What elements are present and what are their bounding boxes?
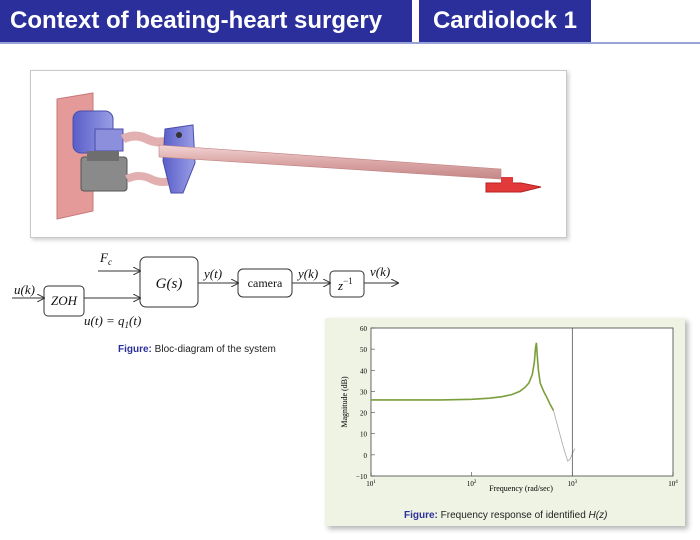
device-model-figure	[30, 70, 567, 238]
plant-input-label: u(t) = q1(t)	[84, 313, 141, 330]
pivot-bracket	[162, 124, 196, 194]
gearbox	[80, 156, 128, 192]
plot-area	[370, 327, 674, 477]
y-tick-label: 10	[360, 431, 368, 439]
plant-label: G(s)	[156, 276, 183, 292]
delay-block	[329, 270, 365, 298]
block-diagram: u(k) ZOH Fc G(s) u(t) = q1(t) y(t) camer…	[12, 250, 420, 330]
magnitude-curve	[371, 342, 555, 411]
y-tick-label: 60	[360, 325, 368, 333]
slide-title: Context of beating-heart surgery	[0, 0, 412, 42]
plot-caption: Figure: Frequency response of identified…	[404, 510, 607, 521]
figure-word-2: Figure:	[404, 510, 438, 521]
pivot-bolt	[176, 132, 182, 138]
slide-subtitle: Cardiolock 1	[419, 0, 591, 42]
title-divider	[0, 42, 700, 44]
y-tick-label: 30	[360, 388, 368, 396]
final-output-label: v(k)	[370, 264, 390, 279]
carbon-rod	[158, 144, 502, 180]
cardiolock-illustration	[56, 92, 542, 220]
camera-label: camera	[248, 276, 283, 290]
y-tick-label: 20	[360, 410, 368, 418]
diagram-caption: Figure: Bloc-diagram of the system	[118, 344, 276, 355]
force-label: Fc	[99, 250, 112, 267]
zoh-block	[43, 285, 85, 317]
x-tick-label: 103	[568, 480, 578, 488]
x-tick-label: 101	[366, 480, 376, 488]
rod-tip-holder	[485, 182, 542, 193]
y-tick-label: 40	[360, 367, 368, 375]
gearbox-top	[87, 151, 119, 161]
delay-label: z−1	[337, 276, 353, 293]
plant-block	[139, 256, 199, 308]
diagram-caption-text: Bloc-diagram of the system	[154, 344, 276, 355]
y-tick-label: −10	[356, 473, 367, 481]
figure-word: Figure:	[118, 344, 152, 355]
frequency-response-figure: −10 0 10 20 30 40 50 60 101 102 103 104 Magnitude (…	[325, 318, 685, 526]
motor-flange	[94, 128, 124, 152]
sampled-output-label: y(k)	[296, 266, 318, 281]
continuous-output-label: y(t)	[202, 266, 222, 281]
y-axis-label: Magnitude (dB)	[340, 376, 349, 428]
y-tick-label: 50	[360, 346, 368, 354]
y-tick-label: 0	[364, 452, 368, 460]
rod-tip-clip	[501, 177, 513, 185]
zoh-label: ZOH	[51, 293, 78, 308]
x-tick-label: 102	[467, 480, 477, 488]
input-signal-label: u(k)	[14, 282, 35, 297]
x-axis-label: Frequency (rad/sec)	[489, 484, 553, 493]
plot-caption-text: Frequency response of identified	[440, 510, 586, 521]
frequency-response-chart: −10 0 10 20 30 40 50 60 101 102 103 104 Magnitude (…	[340, 325, 678, 493]
transfer-function-symbol: H(z)	[588, 510, 608, 521]
x-tick-label: 104	[668, 480, 678, 488]
